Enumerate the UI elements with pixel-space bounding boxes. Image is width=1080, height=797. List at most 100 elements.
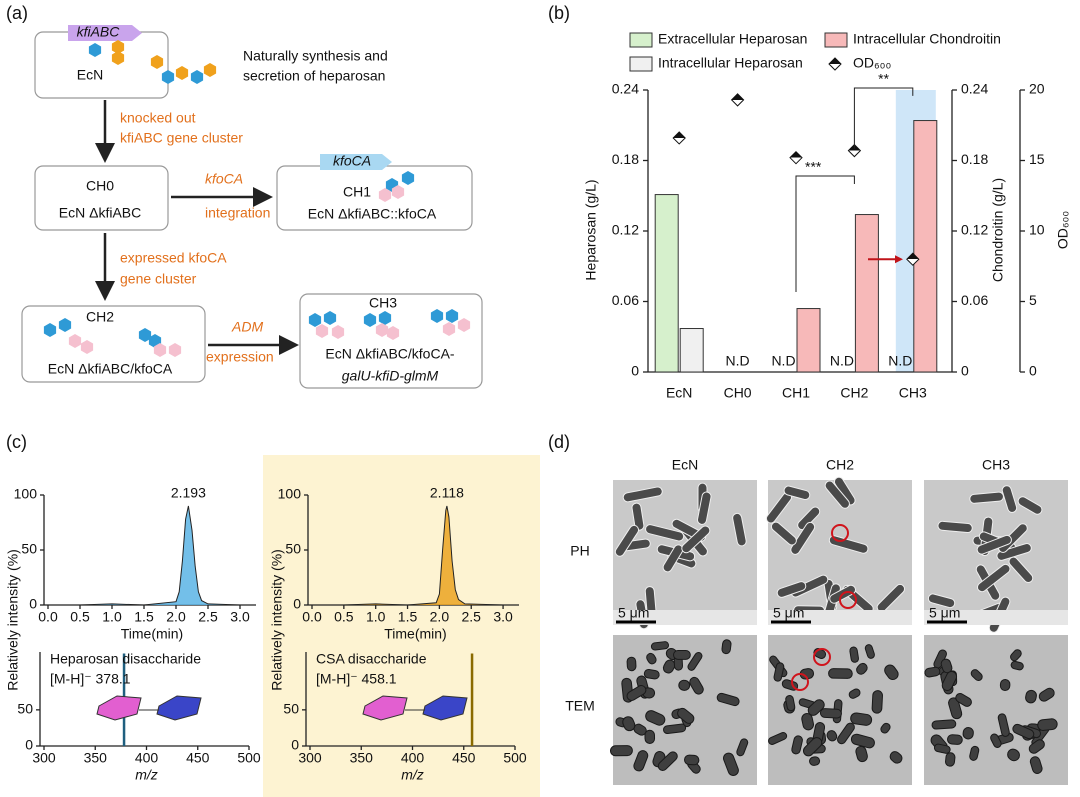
cell (1001, 485, 1018, 513)
x-tick-label: CH2 (840, 385, 868, 401)
x-tick-label: 0.5 (70, 609, 90, 625)
y-tick-label: 0 (25, 737, 33, 753)
y2-axis-label: Chondroitin (g/L) (990, 178, 1006, 282)
cell (645, 524, 685, 542)
cell (687, 651, 703, 671)
x-axis-label: Time(min) (121, 626, 183, 642)
y-tick-label: 100 (14, 486, 38, 502)
cell (732, 512, 747, 547)
legend-swatch (824, 32, 848, 48)
cell (999, 678, 1011, 692)
x-tick-label: 450 (186, 750, 210, 766)
y3-tick-label: 20 (1029, 81, 1045, 97)
sugar-icon (391, 185, 405, 199)
panel-label: (d) (548, 432, 570, 452)
area (48, 506, 253, 605)
cell (770, 521, 797, 546)
gene-arrow (68, 25, 142, 41)
od-marker (672, 131, 686, 145)
sugar-icon (111, 40, 125, 54)
x-tick-label: EcN (666, 385, 692, 401)
cell (969, 745, 980, 761)
annotation: *** (805, 159, 822, 175)
x-tick-label: 2.5 (198, 609, 218, 625)
cell (736, 738, 749, 757)
strain-label: CH2 (86, 309, 114, 325)
cell (768, 731, 788, 745)
value-label: N.D (726, 353, 750, 369)
strain-label: EcN ΔkfiABC::kfoCA (308, 206, 437, 222)
sugar-icon (168, 343, 182, 357)
cell (662, 544, 684, 573)
sugar-icon (68, 334, 82, 348)
cell (828, 668, 853, 679)
annotation: ** (878, 71, 889, 87)
bar (679, 328, 704, 373)
cell (880, 722, 891, 734)
cell (889, 751, 903, 764)
cell (924, 666, 941, 678)
cell (1012, 723, 1035, 740)
peak-label: [M-H]⁻ 458.1 (316, 671, 397, 687)
cell (790, 521, 816, 555)
sugar-icon (430, 309, 444, 323)
cell (1029, 756, 1043, 774)
legend-label: OD₆₀₀ (853, 55, 891, 71)
micrograph (609, 635, 757, 785)
cell (684, 754, 700, 766)
y-tick-label: 50 (283, 701, 299, 717)
sugar-icon (442, 322, 456, 336)
cell (721, 639, 732, 655)
gene-label: kfiABC (77, 24, 121, 40)
x-tick-label: 1.5 (134, 609, 154, 625)
cell (970, 669, 983, 682)
strain-box (34, 165, 169, 231)
cell (801, 713, 815, 731)
cell (927, 593, 956, 609)
cell (609, 745, 633, 757)
cell (826, 730, 838, 742)
x-tick-label: 1.0 (366, 609, 386, 625)
sugar-icon (88, 43, 102, 57)
y3-tick-label: 10 (1029, 222, 1045, 238)
peak-label: 2.193 (171, 485, 206, 501)
sugar-icon (375, 323, 389, 337)
sugar-icon (203, 63, 217, 77)
y-tick-label: 0 (293, 596, 301, 612)
cell (657, 751, 678, 771)
cell (663, 723, 687, 734)
value-label: N.D (830, 353, 854, 369)
legend-label: Intracellular Heparosan (658, 55, 803, 71)
cell (643, 668, 660, 680)
y-tick-label: 0.18 (612, 151, 639, 167)
cell (791, 735, 803, 755)
sugar-icon (363, 313, 377, 327)
x-tick-label: 0.5 (334, 609, 354, 625)
cell (931, 719, 957, 730)
x-tick-label: CH3 (899, 385, 927, 401)
cell (645, 710, 666, 726)
sugar-icon (378, 311, 392, 325)
cell (785, 695, 796, 712)
cell (884, 664, 899, 681)
value-label: N.D (888, 353, 912, 369)
note: secretion of heparosan (243, 68, 385, 84)
cell (1010, 660, 1024, 671)
bracket (853, 87, 914, 149)
legend-label: Extracellular Heparosan (658, 31, 807, 47)
line (48, 505, 253, 606)
sugar-icon (153, 343, 167, 357)
scale-bar-label: 5 μm (773, 605, 804, 621)
row-label: PH (570, 543, 589, 559)
cell (955, 693, 972, 707)
y-tick-label: 50 (17, 701, 33, 717)
sugar-icon (138, 328, 152, 342)
y-tick-label: 50 (285, 541, 301, 557)
line (312, 505, 516, 606)
strain-label: CH3 (369, 295, 397, 311)
cell (614, 524, 640, 557)
cell (697, 491, 712, 525)
cell (990, 733, 1002, 748)
cell (802, 737, 823, 757)
